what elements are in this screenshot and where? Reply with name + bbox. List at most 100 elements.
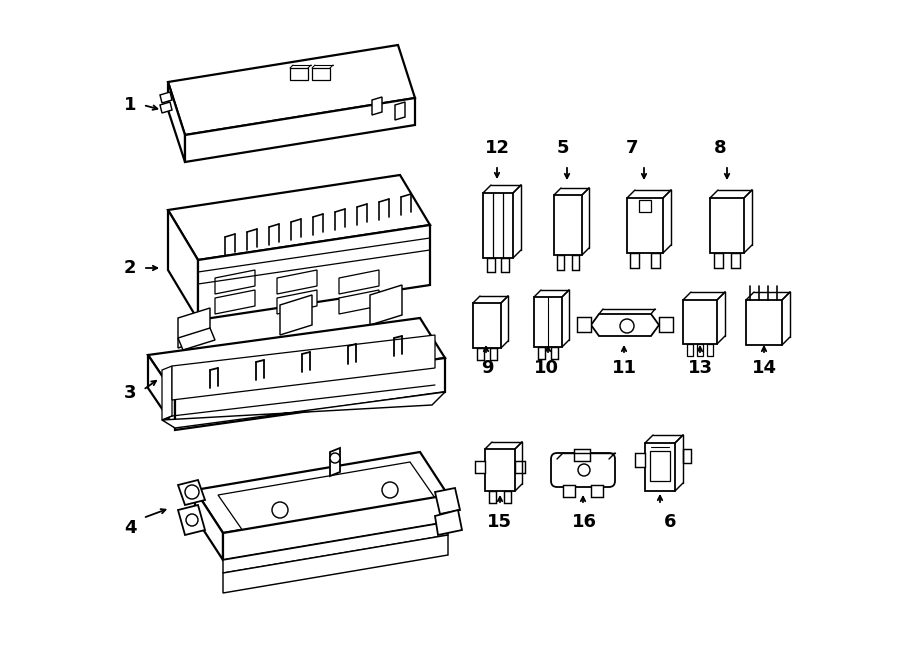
Bar: [490, 348, 497, 360]
Text: 4: 4: [124, 519, 136, 537]
Text: 2: 2: [124, 259, 136, 277]
Bar: [697, 344, 703, 356]
Text: 3: 3: [124, 384, 136, 402]
Bar: [312, 68, 330, 80]
Bar: [591, 485, 603, 497]
Polygon shape: [178, 505, 205, 535]
Text: 8: 8: [714, 139, 726, 157]
Polygon shape: [218, 462, 435, 531]
Bar: [551, 347, 558, 359]
Polygon shape: [148, 318, 445, 395]
Polygon shape: [223, 535, 448, 593]
Bar: [572, 255, 579, 270]
Bar: [707, 344, 713, 356]
Bar: [290, 68, 308, 80]
Polygon shape: [162, 366, 172, 420]
Text: 9: 9: [481, 359, 493, 377]
Bar: [487, 258, 495, 272]
Circle shape: [186, 514, 198, 526]
Polygon shape: [168, 175, 430, 260]
Text: 7: 7: [626, 139, 638, 157]
Bar: [557, 255, 564, 270]
Bar: [563, 485, 575, 497]
Text: 14: 14: [752, 359, 777, 377]
Text: 11: 11: [611, 359, 636, 377]
Bar: [687, 344, 693, 356]
Polygon shape: [370, 285, 402, 325]
Bar: [515, 461, 525, 473]
Bar: [651, 253, 660, 268]
Polygon shape: [198, 225, 430, 320]
Polygon shape: [473, 303, 501, 348]
Bar: [659, 317, 673, 332]
Bar: [538, 347, 545, 359]
Circle shape: [578, 464, 590, 476]
Polygon shape: [645, 443, 675, 491]
Polygon shape: [168, 210, 198, 320]
Bar: [475, 461, 485, 473]
Bar: [501, 258, 509, 272]
Bar: [635, 453, 645, 467]
Polygon shape: [330, 448, 340, 476]
Text: 6: 6: [664, 513, 676, 531]
Polygon shape: [277, 290, 317, 314]
Polygon shape: [223, 495, 448, 560]
Text: 16: 16: [572, 513, 597, 531]
Polygon shape: [195, 452, 448, 533]
Polygon shape: [175, 358, 445, 430]
Polygon shape: [172, 335, 435, 400]
Text: 15: 15: [487, 513, 511, 531]
Bar: [650, 451, 670, 481]
Bar: [577, 317, 591, 332]
Circle shape: [330, 453, 340, 463]
Bar: [504, 491, 511, 503]
Polygon shape: [746, 300, 782, 345]
Text: 13: 13: [688, 359, 713, 377]
Polygon shape: [178, 308, 210, 348]
Bar: [639, 200, 651, 212]
Polygon shape: [215, 270, 255, 294]
Polygon shape: [395, 102, 405, 120]
Bar: [477, 348, 484, 360]
Polygon shape: [554, 195, 582, 255]
Polygon shape: [168, 45, 415, 135]
Polygon shape: [483, 193, 513, 258]
Polygon shape: [195, 490, 223, 560]
Circle shape: [382, 482, 398, 498]
Polygon shape: [168, 82, 185, 162]
Polygon shape: [339, 270, 379, 294]
Polygon shape: [280, 295, 312, 335]
Polygon shape: [339, 290, 379, 314]
Polygon shape: [277, 270, 317, 294]
Text: 10: 10: [534, 359, 559, 377]
Bar: [714, 253, 723, 268]
Text: 5: 5: [557, 139, 569, 157]
Polygon shape: [223, 522, 448, 573]
Bar: [574, 449, 590, 461]
Polygon shape: [683, 300, 717, 344]
FancyBboxPatch shape: [551, 453, 615, 487]
Circle shape: [620, 319, 634, 333]
Polygon shape: [710, 198, 744, 253]
Polygon shape: [627, 198, 663, 253]
Polygon shape: [148, 355, 175, 428]
Bar: [683, 449, 691, 463]
Bar: [489, 491, 496, 503]
Circle shape: [272, 502, 288, 518]
Polygon shape: [160, 102, 172, 113]
Text: 1: 1: [124, 96, 136, 114]
Polygon shape: [372, 97, 382, 115]
Bar: [731, 253, 740, 268]
Polygon shape: [435, 488, 460, 514]
Bar: [630, 253, 639, 268]
Polygon shape: [162, 392, 445, 428]
Polygon shape: [215, 290, 255, 314]
Polygon shape: [435, 510, 462, 535]
Polygon shape: [534, 297, 562, 347]
Polygon shape: [178, 480, 205, 505]
Polygon shape: [185, 98, 415, 162]
Polygon shape: [485, 449, 515, 491]
Circle shape: [185, 485, 199, 499]
Polygon shape: [160, 92, 172, 103]
Polygon shape: [178, 328, 215, 350]
